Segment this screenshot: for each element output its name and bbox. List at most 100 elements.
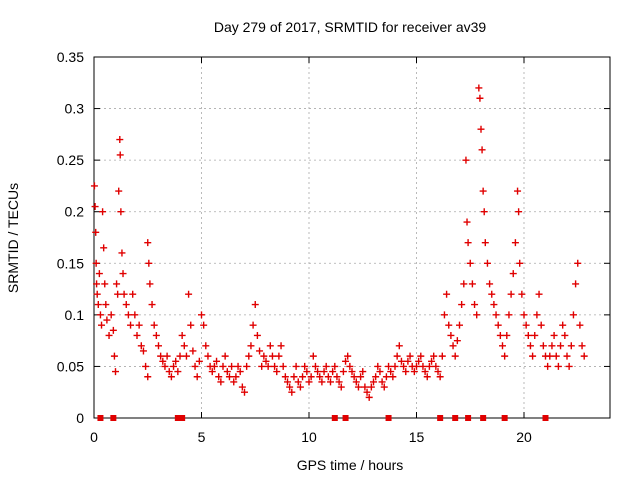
data-point — [299, 373, 307, 381]
data-point — [496, 331, 504, 339]
data-point — [480, 208, 488, 216]
data-point — [228, 362, 236, 370]
data-point — [161, 362, 169, 370]
data-point — [245, 352, 253, 360]
data-point — [361, 383, 369, 391]
data-point — [501, 352, 509, 360]
data-point — [185, 290, 193, 298]
data-point — [395, 342, 403, 350]
data-point — [115, 187, 123, 195]
data-point — [107, 311, 115, 319]
y-tick-label: 0.3 — [65, 101, 85, 117]
data-point — [423, 373, 431, 381]
data-point — [120, 290, 128, 298]
zero-value-marker — [480, 415, 487, 421]
data-point — [286, 383, 294, 391]
data-point — [327, 378, 334, 386]
data-point — [234, 362, 242, 370]
data-point — [145, 259, 153, 267]
data-point — [494, 321, 502, 329]
data-point — [318, 378, 326, 386]
data-point — [213, 357, 221, 365]
data-point — [574, 259, 582, 267]
data-point — [182, 352, 190, 360]
data-point — [339, 368, 347, 376]
data-point — [290, 373, 298, 381]
data-point — [92, 228, 100, 236]
data-point — [490, 301, 498, 309]
zero-value-marker — [452, 415, 459, 421]
data-point — [380, 383, 388, 391]
data-point — [256, 347, 264, 355]
data-point — [268, 352, 276, 360]
data-point — [329, 368, 337, 376]
data-point — [292, 362, 300, 370]
data-point — [275, 352, 283, 360]
data-point — [352, 378, 360, 386]
data-point — [440, 311, 448, 319]
data-point — [238, 383, 246, 391]
data-point — [180, 342, 188, 350]
data-point — [460, 280, 468, 288]
data-point — [103, 316, 111, 324]
data-point — [204, 352, 212, 360]
data-point — [404, 357, 412, 365]
data-point — [110, 352, 118, 360]
data-point — [539, 342, 547, 350]
data-point — [389, 373, 397, 381]
data-point — [559, 321, 567, 329]
data-point — [477, 125, 485, 133]
data-point — [99, 208, 107, 216]
data-point — [253, 331, 261, 339]
data-point — [526, 342, 534, 350]
zero-value-marker — [342, 415, 349, 421]
y-tick-label: 0.25 — [57, 152, 84, 168]
data-point — [202, 342, 210, 350]
data-point — [507, 290, 515, 298]
data-point — [372, 373, 380, 381]
axis-ticks: 0 0.05 0.1 0.15 0.2 0.25 0.3 0.35 0 5 10 15 20 — [57, 49, 610, 445]
data-point — [335, 378, 343, 386]
data-point — [91, 203, 99, 211]
data-point — [511, 239, 519, 247]
data-point — [378, 378, 386, 386]
data-point — [434, 368, 442, 376]
data-point — [191, 362, 199, 370]
data-point — [243, 362, 251, 370]
data-point — [163, 352, 171, 360]
zero-value-marker — [110, 415, 117, 421]
data-point — [324, 373, 332, 381]
data-point — [301, 362, 309, 370]
data-point — [488, 290, 496, 298]
data-point — [481, 239, 489, 247]
data-point — [155, 342, 162, 350]
data-point — [208, 368, 216, 376]
x-tick-label: 5 — [198, 429, 206, 445]
data-point — [580, 352, 588, 360]
data-point — [478, 146, 486, 154]
data-point — [129, 290, 137, 298]
zero-value-marker — [501, 415, 508, 421]
data-point — [430, 352, 438, 360]
data-point — [148, 301, 156, 309]
data-point — [370, 378, 377, 386]
data-point — [105, 331, 113, 339]
data-point — [365, 393, 373, 401]
data-point — [533, 311, 541, 319]
data-point — [567, 342, 575, 350]
data-point — [438, 352, 446, 360]
data-point — [367, 383, 375, 391]
data-point — [522, 321, 530, 329]
zero-value-marker — [174, 415, 181, 421]
data-point — [486, 280, 494, 288]
data-point — [172, 357, 180, 365]
data-point — [157, 352, 165, 360]
data-point — [537, 321, 545, 329]
data-point — [241, 388, 248, 396]
data-point — [215, 373, 223, 381]
data-point — [101, 280, 109, 288]
data-point — [337, 383, 345, 391]
data-point — [449, 342, 457, 350]
data-point — [251, 301, 259, 309]
data-point — [311, 362, 319, 370]
